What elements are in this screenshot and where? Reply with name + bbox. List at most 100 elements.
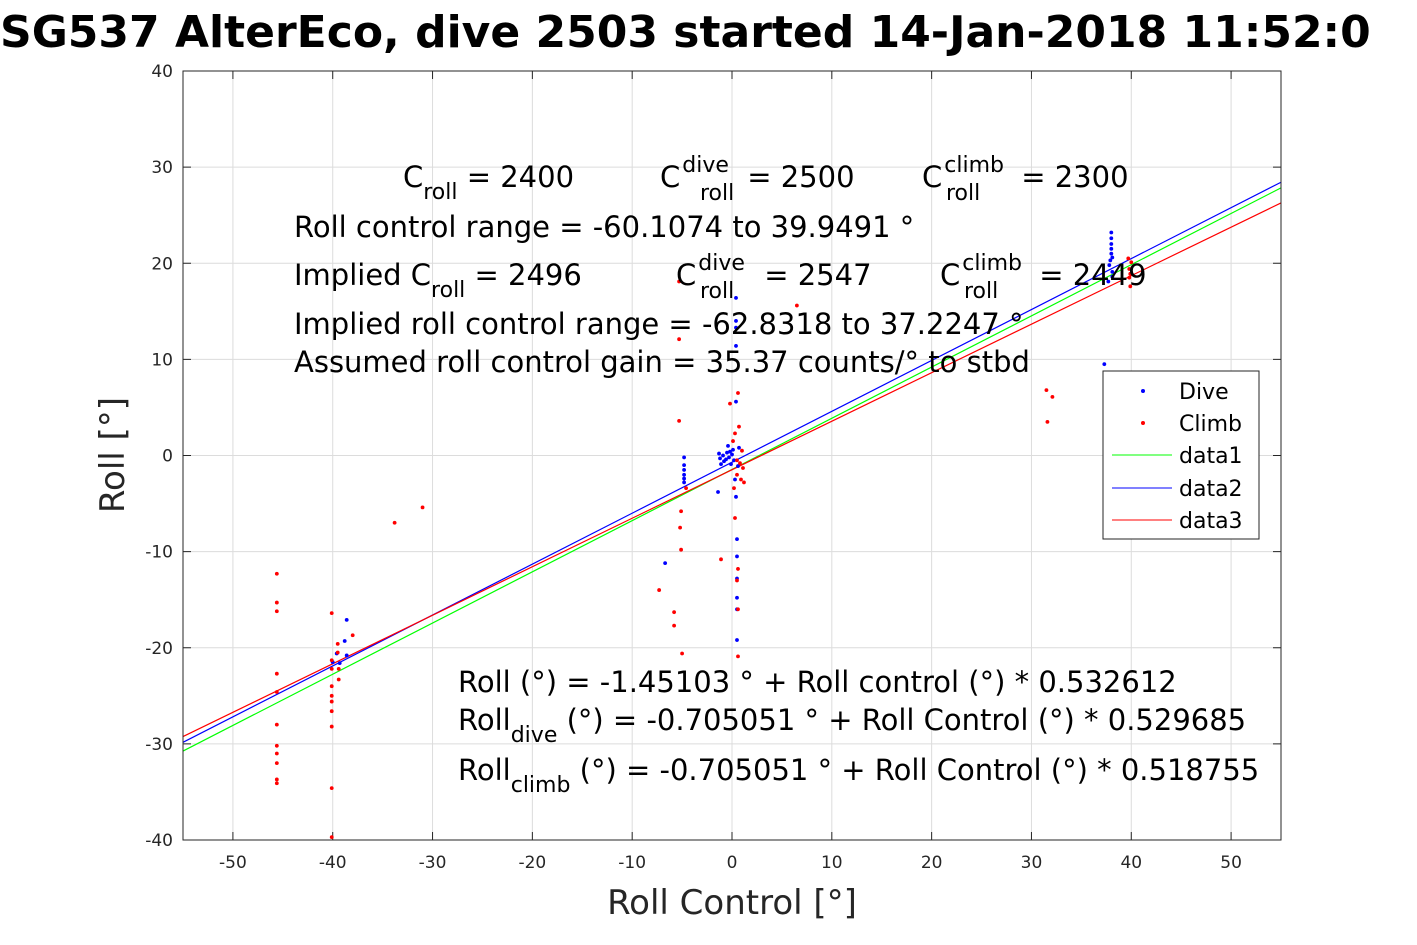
- data-point-climb: [672, 610, 677, 615]
- data-point-climb: [736, 567, 740, 571]
- data-point-dive: [726, 443, 730, 448]
- data-point-dive: [730, 452, 734, 457]
- fit-lines: [182, 181, 1282, 752]
- data-point-climb: [329, 684, 334, 689]
- c-roll-dive-annotation: Cdive roll = 2500: [660, 153, 855, 206]
- data-point-dive: [1109, 230, 1114, 235]
- data-point-climb: [680, 651, 684, 656]
- data-point-climb: [672, 623, 677, 628]
- data-point-dive: [716, 490, 720, 494]
- data-point-dive: [724, 457, 728, 462]
- data-point-climb: [794, 303, 799, 308]
- data-point-climb: [1050, 394, 1055, 399]
- data-point-climb: [274, 761, 279, 765]
- data-point-dive: [1109, 251, 1114, 256]
- data-point-climb: [684, 486, 688, 491]
- data-point-climb: [1045, 419, 1050, 424]
- data-point-climb: [736, 391, 740, 395]
- chart-title: SG537 AlterEco, dive 2503 started 14-Jan…: [0, 7, 1371, 58]
- data-point-climb: [1128, 284, 1133, 289]
- data-point-dive: [344, 617, 349, 622]
- plot-area: -50 -40 -30 -20 -10 0 10 20 30 40 50 403020100-10-…: [145, 62, 1282, 873]
- series-line-data2: [182, 181, 1282, 743]
- data-point-climb: [719, 557, 723, 562]
- data-point-climb: [274, 609, 279, 614]
- implied-c-roll-climb-annotation: Cclimb roll = 2449: [940, 251, 1147, 304]
- data-point-climb: [336, 677, 341, 682]
- data-point-dive: [337, 661, 342, 666]
- fit-dive-annotation: Rolldive (°) = -0.705051 ° + Roll Contro…: [458, 703, 1246, 748]
- data-point-dive: [344, 653, 349, 658]
- data-point-climb: [274, 690, 279, 694]
- data-point-climb: [679, 509, 683, 514]
- data-point-climb: [1127, 275, 1132, 280]
- data-point-climb: [1129, 260, 1134, 265]
- implied-range-annotation: Implied roll control range = -62.8318 to…: [294, 307, 1024, 341]
- data-point-dive: [1109, 242, 1114, 246]
- x-tick-label: -40: [319, 853, 347, 873]
- data-point-dive: [1110, 274, 1115, 279]
- data-point-climb: [350, 633, 355, 638]
- data-point-climb: [735, 578, 739, 583]
- series-line-data3: [182, 202, 1282, 738]
- data-point-climb: [1128, 271, 1133, 276]
- data-point-dive: [1109, 246, 1114, 251]
- data-point-dive: [732, 458, 736, 463]
- y-tick-label: -20: [145, 639, 173, 659]
- data-point-dive: [1109, 236, 1114, 241]
- y-tick-label: 10: [151, 350, 173, 370]
- data-point-climb: [736, 607, 740, 612]
- data-point-dive: [733, 477, 737, 482]
- data-point-dive: [734, 344, 738, 348]
- data-point-climb: [274, 781, 279, 786]
- x-tick-label: 10: [821, 853, 843, 873]
- data-point-climb: [335, 650, 340, 655]
- y-tick-label: 30: [151, 158, 173, 178]
- data-point-climb: [274, 722, 279, 727]
- y-tick-label: -40: [145, 831, 173, 851]
- data-point-climb: [329, 666, 334, 671]
- x-tick-label: -10: [618, 853, 646, 873]
- data-point-climb: [731, 439, 735, 443]
- y-tick-labels: 40 30 20 10 0 -10 -20 -30 -40: [145, 62, 173, 851]
- data-point-climb: [728, 401, 732, 406]
- data-point-climb: [274, 671, 279, 676]
- data-point-dive: [682, 455, 686, 460]
- data-point-climb: [657, 588, 662, 592]
- data-point-climb: [274, 751, 279, 756]
- data-point-dive: [721, 453, 725, 458]
- c-roll-climb-annotation: Cclimb roll = 2300: [922, 153, 1129, 206]
- data-point-dive: [734, 295, 738, 300]
- y-tick-label: -10: [145, 543, 173, 563]
- data-point-climb: [274, 743, 279, 748]
- data-point-dive: [737, 445, 741, 450]
- data-point-climb: [736, 654, 740, 659]
- x-tick-labels: -50 -40 -30 -20 -10 0 10 20 30 40 50: [219, 853, 1242, 873]
- data-point-climb: [329, 709, 334, 714]
- data-point-climb: [735, 458, 739, 463]
- data-point-climb: [678, 525, 682, 530]
- data-point-dive: [1108, 258, 1113, 263]
- data-point-climb: [420, 505, 425, 510]
- y-tick-label: 0: [162, 447, 173, 467]
- data-point-dive: [736, 464, 740, 468]
- x-tick-label: -30: [419, 853, 447, 873]
- data-point-climb: [274, 777, 279, 782]
- data-point-dive: [735, 537, 739, 542]
- data-point-dive: [734, 399, 738, 404]
- data-point-dive: [682, 463, 686, 468]
- data-point-dive: [728, 449, 732, 454]
- data-point-dive: [734, 325, 738, 330]
- fit-all-annotation: Roll (°) = -1.45103 ° + Roll control (°)…: [458, 665, 1177, 699]
- y-tick-label: -30: [145, 735, 173, 755]
- data-point-climb: [329, 724, 334, 729]
- data-point-climb: [1126, 256, 1131, 261]
- data-point-climb: [733, 516, 737, 520]
- data-point-dive: [735, 554, 739, 559]
- legend-label-dive: Dive: [1179, 380, 1229, 405]
- data-point-dive: [682, 468, 686, 472]
- data-point-dive: [682, 480, 686, 485]
- gain-annotation: Assumed roll control gain = 35.37 counts…: [294, 345, 1030, 379]
- fit-climb-annotation: Rollclimb (°) = -0.705051 ° + Roll Contr…: [458, 753, 1259, 798]
